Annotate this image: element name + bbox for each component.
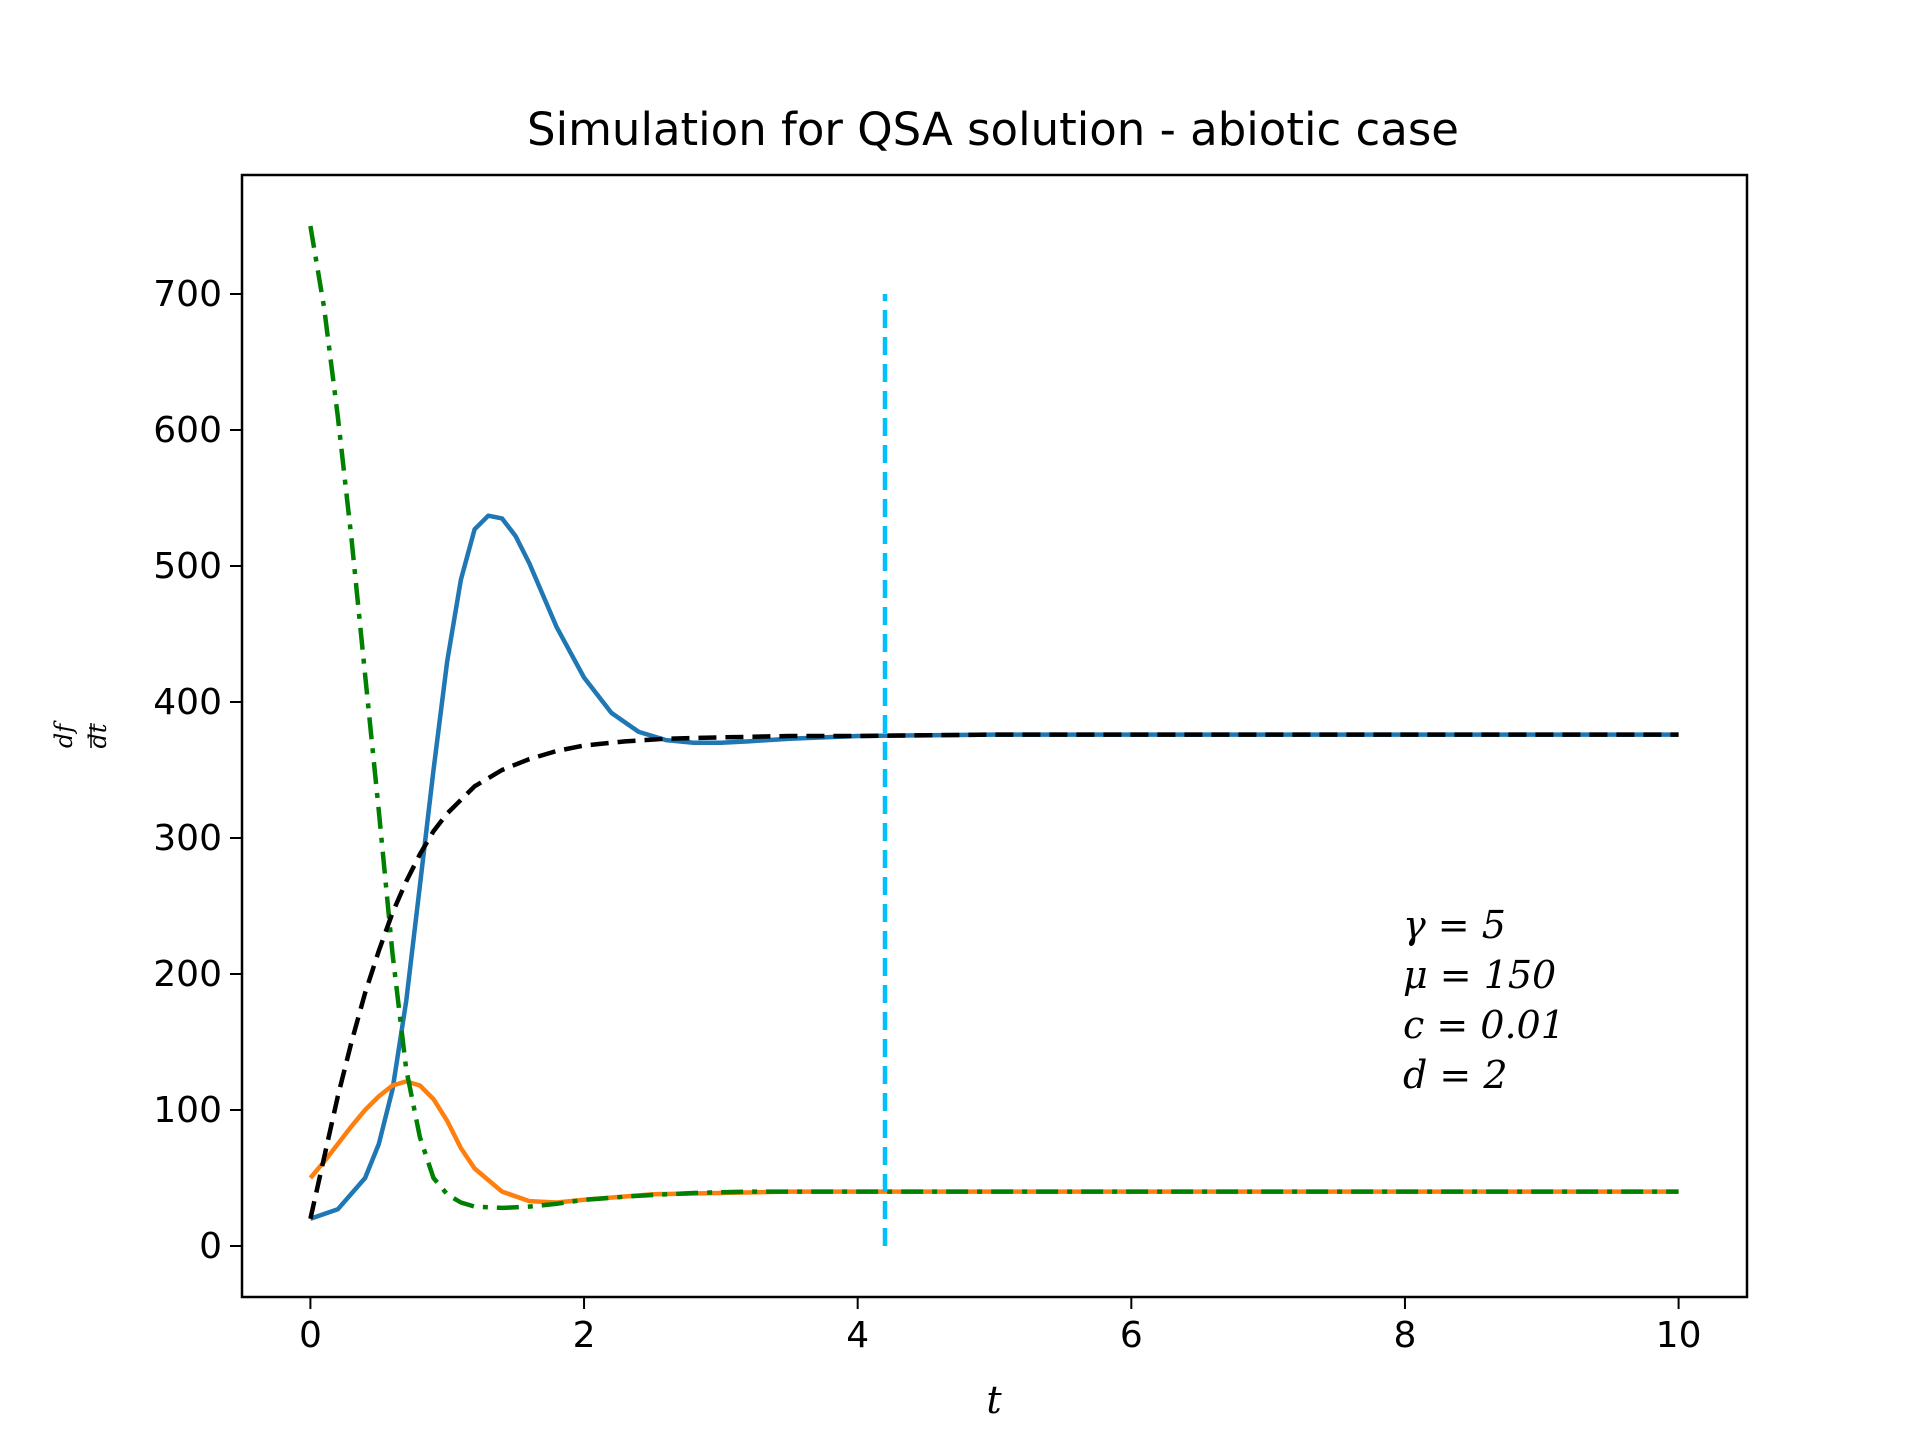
series-line-2 bbox=[308, 225, 1679, 1211]
annotation-mu: μ = 150 bbox=[1403, 953, 1556, 997]
annotation-c: c = 0.01 bbox=[1403, 1003, 1565, 1047]
plot-frame bbox=[240, 173, 1749, 1299]
series-line-1 bbox=[308, 1079, 1679, 1205]
y-axis-label-denominator: dt bbox=[84, 723, 112, 748]
chart-title: Simulation for QSA solution - abiotic ca… bbox=[527, 103, 1459, 156]
y-tick-label: 700 bbox=[153, 274, 222, 315]
y-tick-label: 0 bbox=[199, 1226, 222, 1267]
annotation-d: d = 2 bbox=[1403, 1053, 1508, 1097]
series-line-3 bbox=[308, 732, 1679, 1220]
y-tick-label: 100 bbox=[153, 1090, 222, 1131]
x-axis-label: t bbox=[986, 1378, 1002, 1422]
y-tick-label: 600 bbox=[153, 410, 222, 451]
x-axis: 0 2 4 6 8 10 bbox=[299, 1297, 1702, 1356]
x-tick-label: 8 bbox=[1394, 1315, 1417, 1356]
x-tick-label: 0 bbox=[299, 1315, 322, 1356]
series-line-0 bbox=[309, 513, 1679, 1221]
y-axis: 0 100 200 300 400 500 600 700 bbox=[153, 274, 242, 1267]
y-tick-label: 500 bbox=[153, 546, 222, 587]
y-tick-label: 400 bbox=[153, 682, 222, 723]
x-tick-label: 2 bbox=[573, 1315, 596, 1356]
annotation-gamma: γ = 5 bbox=[1403, 903, 1506, 947]
x-tick-label: 6 bbox=[1120, 1315, 1143, 1356]
y-tick-label: 200 bbox=[153, 954, 222, 995]
plot-area bbox=[308, 225, 1679, 1246]
y-axis-label-numerator: df bbox=[50, 720, 78, 748]
parameter-annotations: γ = 5 μ = 150 c = 0.01 d = 2 bbox=[1403, 903, 1565, 1097]
x-tick-label: 4 bbox=[846, 1315, 869, 1356]
y-axis-label: df dt bbox=[50, 720, 112, 749]
y-tick-label: 300 bbox=[153, 818, 222, 859]
x-tick-label: 10 bbox=[1656, 1315, 1702, 1356]
